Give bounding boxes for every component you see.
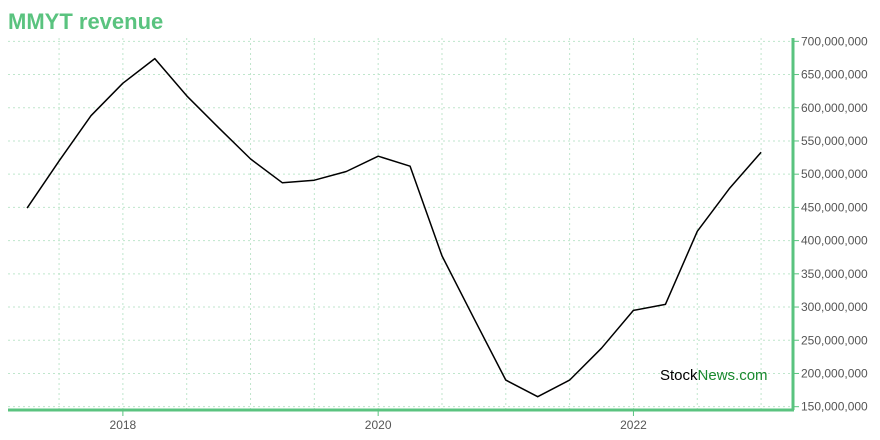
y-tick-label: 300,000,000 — [801, 300, 868, 314]
data-point — [185, 94, 188, 97]
data-point — [568, 379, 571, 382]
x-tick-label: 2022 — [620, 418, 647, 432]
x-tick-labels: 2018 2020 2022 — [110, 410, 647, 432]
data-point — [153, 57, 156, 60]
grid-lines — [8, 38, 793, 410]
data-point — [696, 230, 699, 233]
data-point — [409, 165, 412, 168]
data-point — [600, 347, 603, 350]
data-point — [728, 187, 731, 190]
data-point — [26, 207, 29, 210]
y-tick-labels: 150,000,000 200,000,000 250,000,000 300,000… — [793, 34, 868, 414]
data-point — [377, 155, 380, 158]
data-point — [536, 395, 539, 398]
data-point — [249, 157, 252, 160]
revenue-line — [26, 57, 762, 398]
x-tick-label: 2020 — [365, 418, 392, 432]
y-tick-label: 200,000,000 — [801, 366, 868, 380]
watermark-stock: Stock — [660, 367, 698, 384]
watermark-news: News — [698, 367, 736, 384]
data-point — [58, 159, 61, 162]
y-tick-label: 450,000,000 — [801, 200, 868, 214]
data-point — [760, 151, 763, 154]
data-point — [281, 181, 284, 184]
data-point — [313, 179, 316, 182]
series-layer — [26, 57, 763, 398]
y-tick-label: 550,000,000 — [801, 134, 868, 148]
data-point — [89, 114, 92, 117]
chart-axes — [8, 38, 795, 412]
y-tick-label: 700,000,000 — [801, 34, 868, 48]
y-tick-label: 350,000,000 — [801, 267, 868, 281]
data-point — [664, 303, 667, 306]
data-point — [440, 254, 443, 257]
data-point — [121, 82, 124, 85]
y-tick-label: 150,000,000 — [801, 400, 868, 414]
watermark-com: .com — [735, 367, 768, 384]
data-point — [345, 170, 348, 173]
chart-title: MMYT revenue — [8, 9, 164, 34]
data-point — [217, 126, 220, 129]
y-tick-label: 400,000,000 — [801, 234, 868, 248]
watermark: StockNews.com — [660, 367, 768, 384]
x-tick-label: 2018 — [110, 418, 137, 432]
data-point — [504, 379, 507, 382]
data-point — [472, 317, 475, 320]
y-tick-label: 500,000,000 — [801, 167, 868, 181]
data-point — [632, 309, 635, 312]
y-tick-label: 600,000,000 — [801, 101, 868, 115]
y-tick-label: 250,000,000 — [801, 333, 868, 347]
y-tick-label: 650,000,000 — [801, 68, 868, 82]
